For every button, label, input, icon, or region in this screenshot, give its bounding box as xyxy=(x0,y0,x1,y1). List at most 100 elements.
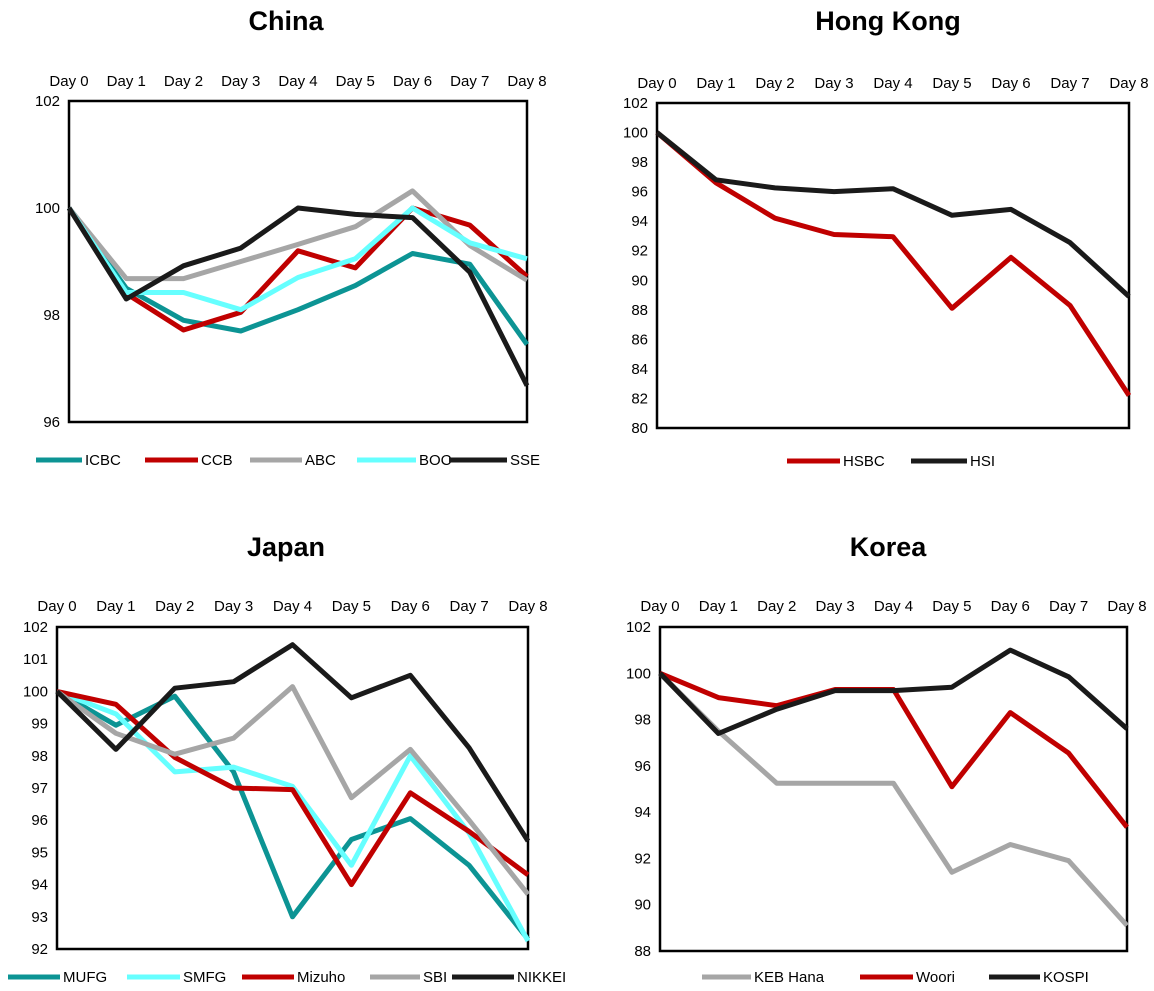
y-tick-label: 90 xyxy=(631,272,648,289)
x-tick-label: Day 6 xyxy=(391,598,430,615)
y-tick-label: 88 xyxy=(634,943,651,960)
legend-label: NIKKEI xyxy=(517,969,566,986)
chart-title: China xyxy=(248,6,324,36)
x-tick-label: Day 5 xyxy=(336,73,375,90)
chart-title: Japan xyxy=(247,532,325,562)
legend: MUFG SMFG Mizuho SBI NIKKEI xyxy=(8,969,566,986)
y-tick-label: 90 xyxy=(634,897,651,914)
x-tick-label: Day 5 xyxy=(332,598,371,615)
chart-panel-0: China Day 0 Day 1 Day 2 Day 3 Day 4 Day 5 Day 6… xyxy=(35,6,547,469)
y-tick-label: 98 xyxy=(31,748,48,765)
y-tick-label: 82 xyxy=(631,390,648,407)
legend-label: HSBC xyxy=(843,453,885,470)
legend-label: SSE xyxy=(510,452,540,469)
x-tick-label: Day 7 xyxy=(450,598,489,615)
series-line-hsbc xyxy=(655,130,1132,397)
series-line-ccb xyxy=(66,205,529,333)
x-tick-label: Day 5 xyxy=(932,598,971,615)
chart-title: Hong Kong xyxy=(815,6,960,36)
x-tick-label: Day 4 xyxy=(278,73,317,90)
chart-panel-3: Korea Day 0 Day 1 Day 2 Day 3 Day 4 Day 5 Day 6… xyxy=(626,532,1147,986)
y-tick-label: 92 xyxy=(634,850,651,867)
x-tick-label: Day 8 xyxy=(508,598,547,615)
chart-panel-2: Japan Day 0 Day 1 Day 2 Day 3 Day 4 Day 5 Day 6… xyxy=(8,532,566,986)
legend-label: SMFG xyxy=(183,969,226,986)
chart-panel-1: Hong Kong Day 0 Day 1 Day 2 Day 3 Day 4 Day 5 D… xyxy=(623,6,1149,470)
legend-label: ICBC xyxy=(85,452,121,469)
x-tick-label: Day 0 xyxy=(49,73,88,90)
legend-label: KOSPI xyxy=(1043,969,1089,986)
legend-label: CCB xyxy=(201,452,233,469)
legend: HSBC HSI xyxy=(787,453,995,470)
y-tick-label: 100 xyxy=(23,683,48,700)
x-tick-label: Day 2 xyxy=(755,75,794,92)
x-tick-label: Day 1 xyxy=(696,75,735,92)
plot-area xyxy=(655,101,1131,430)
x-tick-label: Day 8 xyxy=(1109,75,1148,92)
y-tick-label: 97 xyxy=(31,780,48,797)
series-line-boc xyxy=(66,205,528,313)
y-tick-label: 80 xyxy=(631,420,648,437)
series-line-hsi xyxy=(655,130,1131,299)
x-tick-label: Day 3 xyxy=(814,75,853,92)
x-tick-label: Day 5 xyxy=(932,75,971,92)
x-tick-label: Day 3 xyxy=(214,598,253,615)
x-tick-label: Day 0 xyxy=(37,598,76,615)
plot-area xyxy=(658,625,1129,953)
x-tick-label: Day 2 xyxy=(164,73,203,90)
x-tick-label: Day 7 xyxy=(1049,598,1088,615)
x-tick-label: Day 7 xyxy=(1050,75,1089,92)
y-tick-label: 84 xyxy=(631,361,648,378)
y-tick-label: 100 xyxy=(35,200,60,217)
chart-title: Korea xyxy=(850,532,928,562)
y-tick-label: 86 xyxy=(631,331,648,348)
y-tick-label: 98 xyxy=(634,712,651,729)
series-line-smfg xyxy=(56,689,531,943)
x-tick-label: Day 6 xyxy=(393,73,432,90)
legend-label: SBI xyxy=(423,969,447,986)
y-tick-label: 99 xyxy=(31,716,48,733)
y-tick-label: 96 xyxy=(631,184,648,201)
x-tick-label: Day 4 xyxy=(273,598,312,615)
x-tick-label: Day 7 xyxy=(450,73,489,90)
y-tick-label: 96 xyxy=(31,812,48,829)
x-tick-label: Day 4 xyxy=(873,75,912,92)
legend-label: MUFG xyxy=(63,969,107,986)
x-tick-label: Day 4 xyxy=(874,598,913,615)
y-tick-label: 94 xyxy=(31,877,48,894)
y-tick-label: 98 xyxy=(631,154,648,171)
x-tick-label: Day 8 xyxy=(1107,598,1146,615)
y-tick-label: 102 xyxy=(23,619,48,636)
y-tick-label: 98 xyxy=(43,307,60,324)
series-line-sse xyxy=(66,205,530,387)
y-tick-label: 96 xyxy=(43,414,60,431)
legend-label: KEB Hana xyxy=(754,969,825,986)
y-tick-label: 102 xyxy=(623,95,648,112)
series-line-abc xyxy=(67,188,529,283)
x-tick-label: Day 2 xyxy=(155,598,194,615)
series-line-keb-hana xyxy=(658,671,1129,928)
legend: KEB Hana Woori KOSPI xyxy=(702,969,1089,986)
legend-label: Woori xyxy=(916,969,955,986)
legend-label: ABC xyxy=(305,452,336,469)
legend-label: BOC xyxy=(419,452,452,469)
x-tick-label: Day 0 xyxy=(640,598,679,615)
series-line-mufg xyxy=(55,689,530,941)
y-tick-label: 92 xyxy=(31,941,48,958)
legend-label: Mizuho xyxy=(297,969,345,986)
y-tick-label: 94 xyxy=(634,804,651,821)
x-tick-label: Day 1 xyxy=(96,598,135,615)
y-tick-label: 102 xyxy=(626,619,651,636)
series-line-mizuho xyxy=(56,688,530,888)
y-tick-label: 94 xyxy=(631,213,648,230)
x-tick-label: Day 8 xyxy=(507,73,546,90)
y-tick-label: 100 xyxy=(623,125,648,142)
x-tick-label: Day 3 xyxy=(221,73,260,90)
y-tick-label: 101 xyxy=(23,651,48,668)
x-tick-label: Day 1 xyxy=(107,73,146,90)
series-line-icbc xyxy=(66,206,530,346)
series-line-nikkei xyxy=(55,642,531,843)
series-line-sbi xyxy=(55,684,530,896)
legend-label: HSI xyxy=(970,453,995,470)
